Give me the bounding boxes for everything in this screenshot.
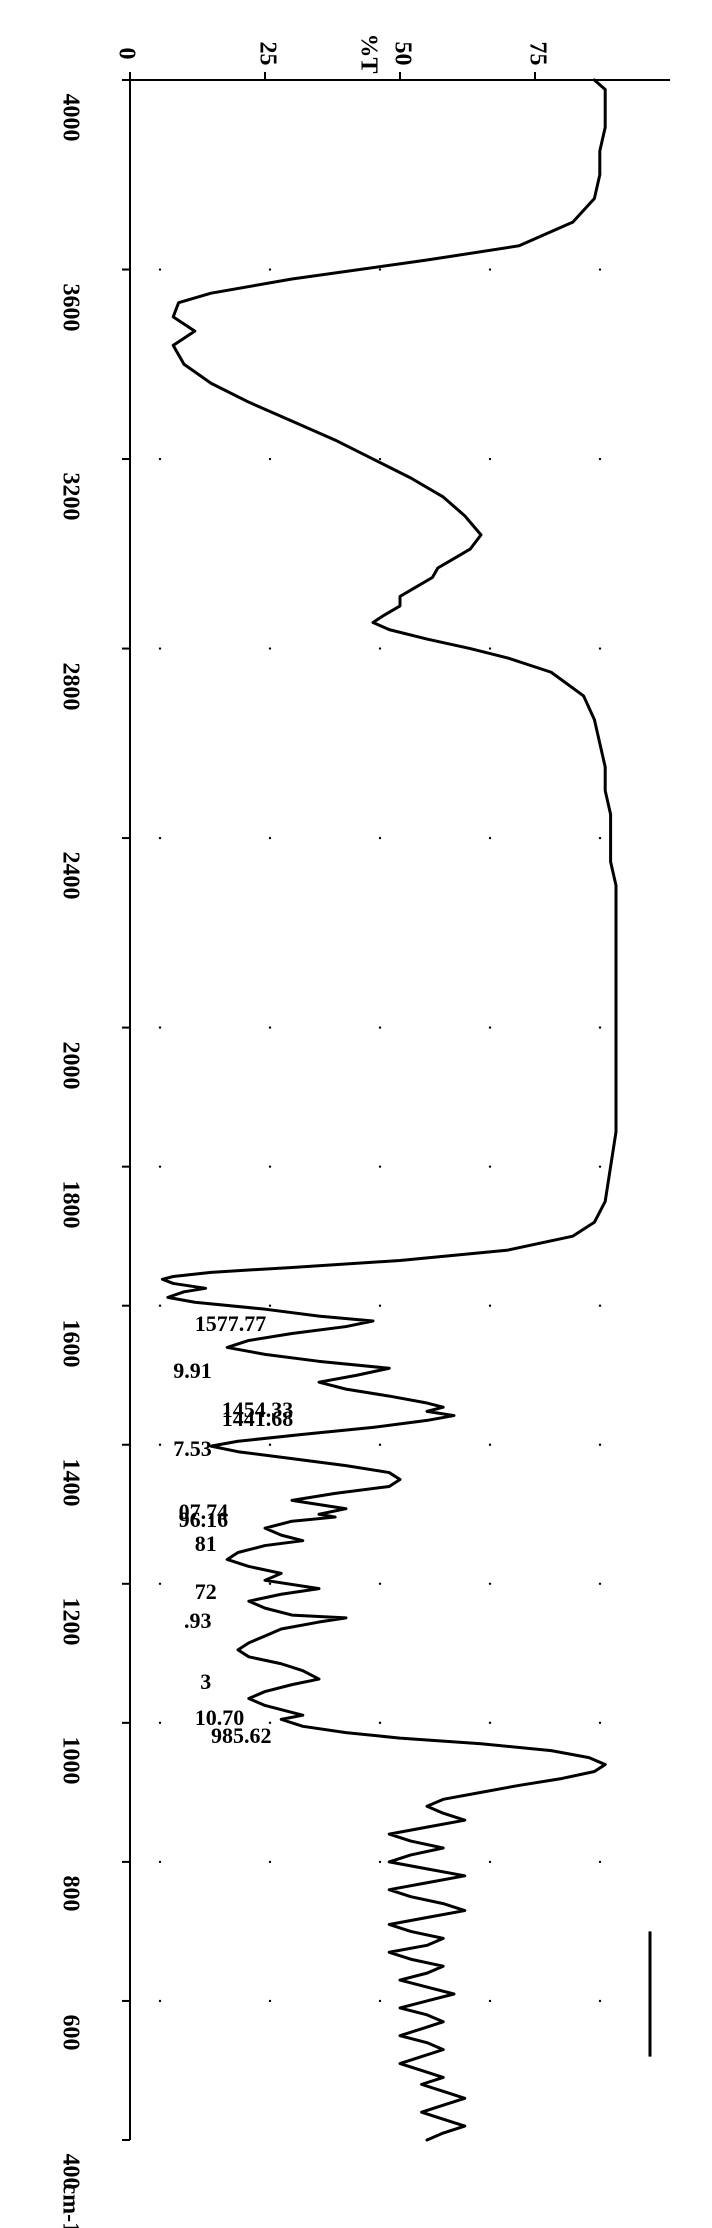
peak-label-10: 3 <box>200 1669 211 1695</box>
x-tick-1400: 1400 <box>57 1458 84 1506</box>
peak-label-4: 7.53 <box>173 1436 212 1462</box>
x-tick-800: 800 <box>57 1875 84 1911</box>
x-axis-label: cm-1 <box>57 2184 84 2228</box>
y-tick-50: 50 <box>389 42 416 66</box>
x-tick-1000: 1000 <box>57 1736 84 1784</box>
x-tick-4000: 4000 <box>57 94 84 142</box>
x-tick-3600: 3600 <box>57 283 84 331</box>
peak-label-6: 96.16 <box>179 1507 229 1533</box>
x-tick-1800: 1800 <box>57 1180 84 1228</box>
peak-label-3: 1441.68 <box>222 1406 294 1432</box>
x-tick-2000: 2000 <box>57 1041 84 1089</box>
x-tick-3200: 3200 <box>57 473 84 521</box>
peak-label-9: .93 <box>184 1608 212 1634</box>
y-tick-75: 75 <box>524 42 551 66</box>
x-tick-1200: 1200 <box>57 1597 84 1645</box>
x-tick-2400: 2400 <box>57 852 84 900</box>
peak-label-7: 81 <box>195 1531 217 1557</box>
peak-label-8: 72 <box>195 1579 217 1605</box>
x-tick-2800: 2800 <box>57 662 84 710</box>
y-tick-25: 25 <box>254 42 281 66</box>
spectrum-svg <box>0 0 712 2228</box>
peak-label-12: 985.62 <box>211 1723 272 1749</box>
ir-spectrum-chart: 0255075 %T 40003600320028002400200018001… <box>0 0 712 2228</box>
peak-label-1: 9.91 <box>173 1358 212 1384</box>
x-tick-1600: 1600 <box>57 1319 84 1367</box>
peak-label-0: 1577.77 <box>195 1311 267 1337</box>
y-axis-label: %T <box>355 33 382 73</box>
y-tick-0: 0 <box>113 48 140 60</box>
x-tick-600: 600 <box>57 2014 84 2050</box>
